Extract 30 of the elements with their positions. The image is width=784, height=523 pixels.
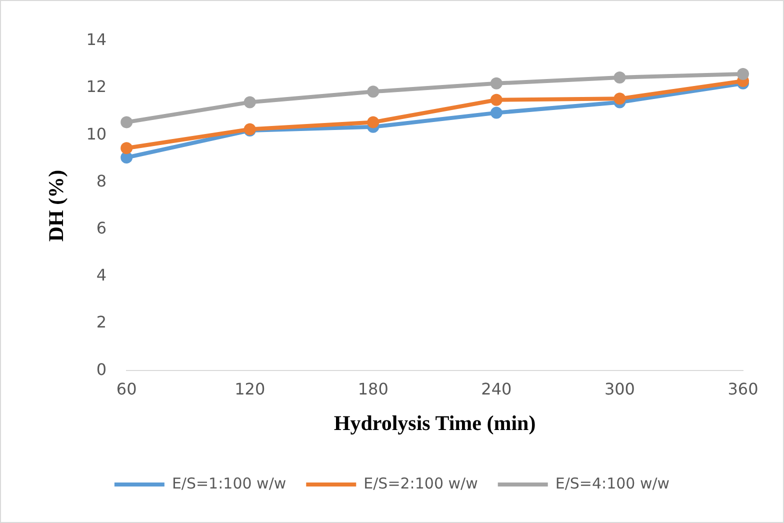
point (737, 68, 749, 80)
y-tick-label: 4 (96, 266, 107, 285)
y-tick-label: 0 (96, 360, 107, 379)
y-tick-label: 10 (86, 124, 107, 144)
x-tick-label: 60 (116, 379, 137, 398)
y-tick-label: 2 (96, 312, 107, 332)
point (120, 116, 133, 128)
point (490, 94, 502, 106)
point (244, 96, 256, 108)
point (490, 106, 502, 119)
x-tick-label: 360 (728, 379, 758, 398)
x-tick-label: 240 (481, 379, 512, 398)
point (367, 86, 380, 98)
point (614, 71, 626, 84)
legend-label: E/S=2:100 w/w (364, 474, 478, 492)
point (490, 77, 502, 90)
x-tick-label: 300 (604, 379, 635, 398)
legend-label: E/S=1:100 w/w (172, 474, 286, 492)
point (614, 92, 626, 105)
legend-label: E/S=4:100 w/w (555, 474, 670, 492)
y-tick-label: 14 (86, 30, 107, 50)
point (120, 142, 133, 154)
y-tick-label: 12 (86, 77, 107, 96)
y-tick-label: 8 (96, 171, 107, 190)
point (367, 116, 380, 128)
x-axis-title: Hydrolysis Time (min) (334, 410, 536, 435)
y-tick-label: 6 (96, 218, 107, 238)
y-axis-title: DH (%) (44, 170, 68, 242)
x-tick-label: 120 (234, 379, 266, 398)
x-tick-label: 180 (358, 379, 388, 398)
